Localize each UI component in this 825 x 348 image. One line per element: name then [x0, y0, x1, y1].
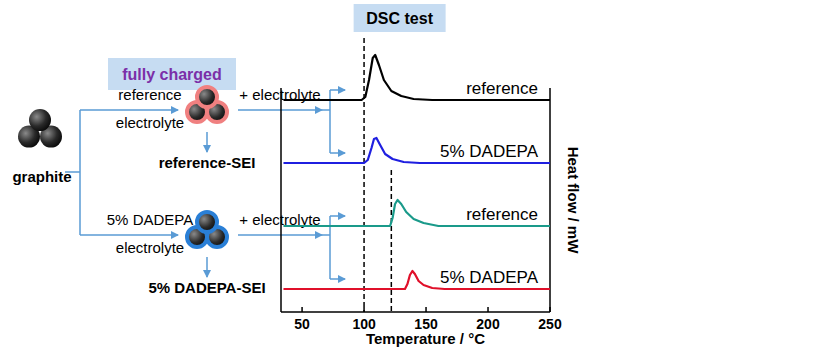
x-axis [281, 311, 550, 313]
curve-bracket [322, 234, 330, 236]
particle [197, 212, 217, 232]
sei-label: 5% DADEPA-SEI [148, 279, 265, 296]
branch-stem [65, 171, 80, 173]
header-box [354, 4, 446, 32]
series-label: 5% DADEPA [440, 142, 539, 161]
series-label: reference [466, 205, 538, 224]
series-label: reference [466, 79, 538, 98]
particle [29, 109, 51, 131]
y-axis [280, 88, 282, 312]
x-tick [425, 307, 427, 312]
x-tick [487, 307, 489, 312]
curve-bracket [322, 109, 330, 111]
sei-label: reference-SEI [159, 154, 256, 171]
electrolyte-label: electrolyte [116, 239, 184, 256]
dsc-curve [283, 138, 550, 163]
x-axis-label: Temperature / °C [366, 330, 485, 347]
curve-arrow [330, 278, 345, 280]
step-arrow [238, 234, 322, 236]
curve-arrow [330, 152, 345, 154]
dsc-curve [283, 200, 550, 226]
dsc-curve [283, 55, 550, 100]
step-arrow [238, 109, 322, 111]
branch-arrow [80, 109, 178, 111]
reference-line [391, 170, 393, 312]
curve-arrow [330, 89, 345, 91]
curves [283, 55, 550, 289]
series-label: 5% DADEPA [440, 268, 539, 287]
x-tick-label: 250 [538, 316, 562, 332]
particle [197, 87, 217, 107]
x-tick [301, 307, 303, 312]
stage-label: fully charged [122, 66, 222, 83]
y-axis-label: Heat flow / mW [565, 147, 582, 255]
electrolyte-label: reference [118, 86, 181, 103]
header-title: DSC test [366, 10, 433, 27]
right-axis [549, 88, 551, 312]
reference-line [363, 38, 365, 312]
x-tick [549, 307, 551, 312]
x-tick-label: 50 [294, 316, 310, 332]
sei-arrow [206, 257, 208, 277]
curve-arrow [330, 215, 345, 217]
branch-arrow [80, 234, 178, 236]
start-label: graphite [12, 168, 71, 185]
canvas: graphite fully charged reference electrolyt… [0, 0, 825, 348]
sei-arrow [206, 132, 208, 152]
electrolyte-label: 5% DADEPA [107, 211, 193, 228]
electrolyte-label: electrolyte [116, 114, 184, 131]
